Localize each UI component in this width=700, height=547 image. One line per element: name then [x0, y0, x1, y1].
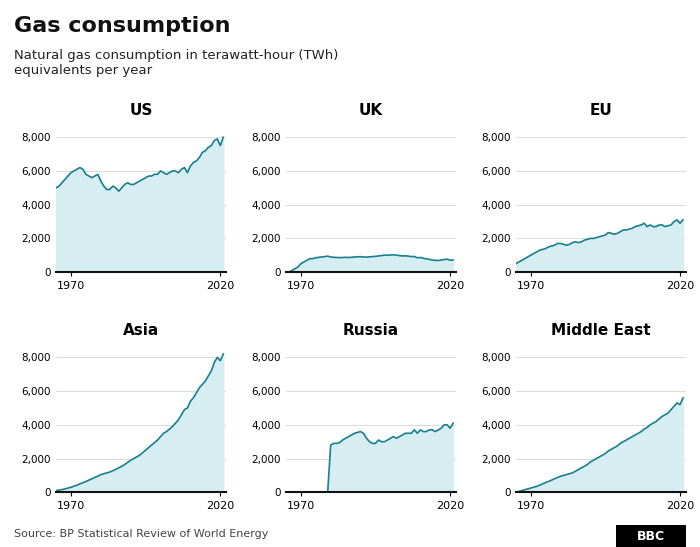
Text: BBC: BBC: [637, 529, 665, 543]
Title: EU: EU: [589, 103, 612, 118]
Title: Middle East: Middle East: [551, 323, 651, 338]
Title: Russia: Russia: [343, 323, 399, 338]
Text: Source: BP Statistical Review of World Energy: Source: BP Statistical Review of World E…: [14, 529, 268, 539]
Text: Gas consumption: Gas consumption: [14, 16, 230, 37]
Text: Natural gas consumption in terawatt-hour (TWh)
equivalents per year: Natural gas consumption in terawatt-hour…: [14, 49, 338, 77]
Title: Asia: Asia: [123, 323, 160, 338]
Title: US: US: [130, 103, 153, 118]
Title: UK: UK: [359, 103, 383, 118]
